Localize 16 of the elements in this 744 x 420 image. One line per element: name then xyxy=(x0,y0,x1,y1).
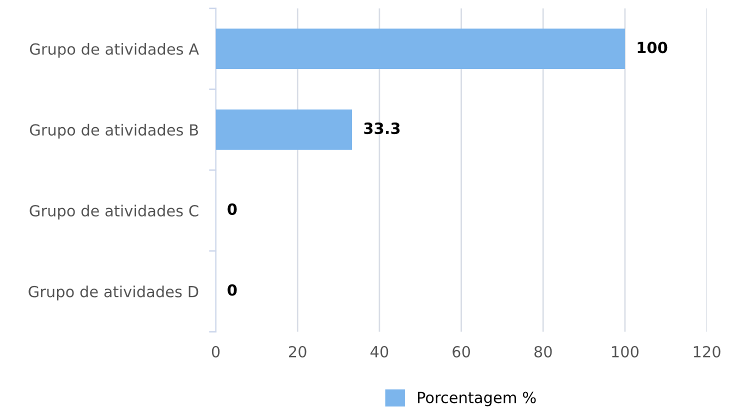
x-tick-label: 100 xyxy=(612,346,639,358)
data-label: 0 xyxy=(228,284,237,296)
x-tick-label: 0 xyxy=(212,346,220,358)
x-tick-label: 120 xyxy=(694,346,720,358)
data-label: 33.3 xyxy=(364,122,400,134)
x-tick-label: 40 xyxy=(370,346,388,358)
x-tick-label: 60 xyxy=(452,346,470,358)
x-tick-label: 20 xyxy=(289,346,306,358)
data-label: 0 xyxy=(228,203,237,215)
y-tick-label: Grupo de atividades C xyxy=(30,204,198,220)
y-tick-label: Grupo de atividades B xyxy=(30,124,198,139)
y-tick-label: Grupo de atividades D xyxy=(28,286,198,300)
x-tick-label: 80 xyxy=(534,346,552,358)
y-tick-label: Grupo de atividades A xyxy=(30,43,199,58)
data-label: 100 xyxy=(638,42,668,54)
legend-label: Porcentagem % xyxy=(418,392,536,406)
